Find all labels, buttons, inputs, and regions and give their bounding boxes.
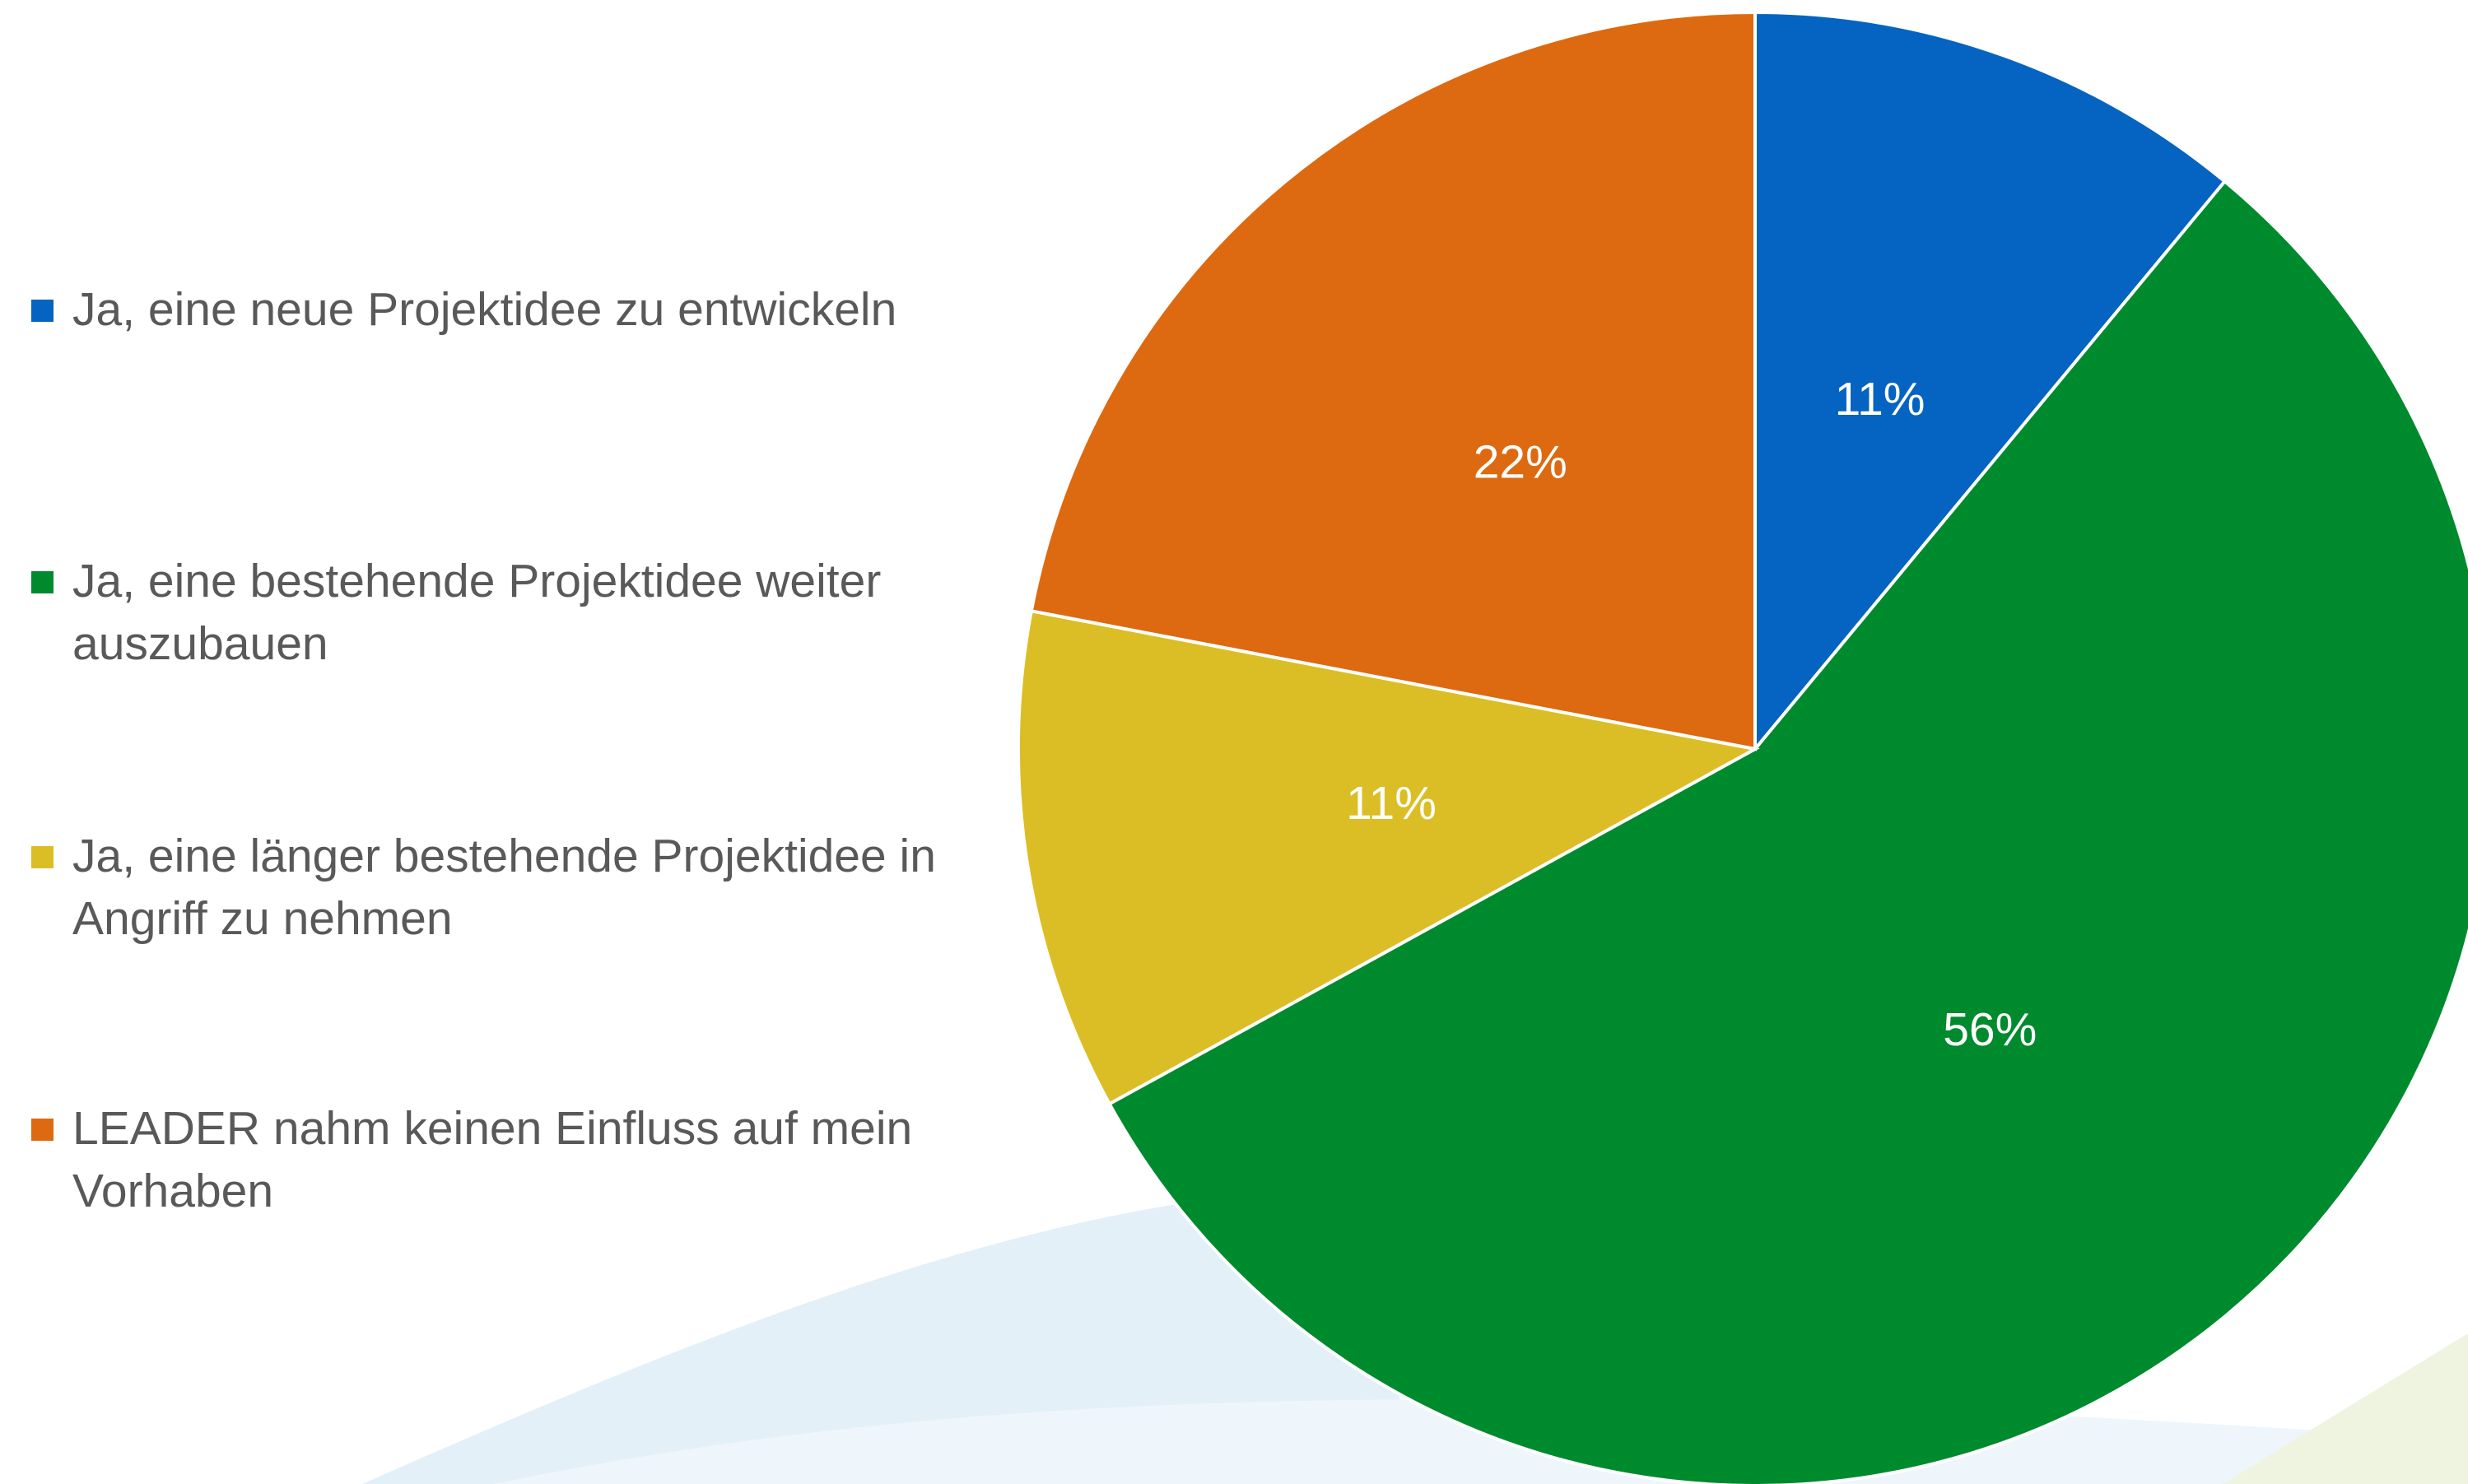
legend-item: Ja, eine neue Projektidee zu entwickeln: [31, 278, 970, 341]
pie-slice: [1029, 10, 1757, 751]
legend-item: Ja, eine länger bestehende Projektidee i…: [31, 825, 970, 950]
pie-slice: [1017, 608, 1760, 1106]
legend-item: Ja, eine bestehende Projektidee weiter a…: [31, 550, 970, 675]
legend-label: Ja, eine länger bestehende Projektidee i…: [72, 830, 936, 945]
legend-item: LEADER nahm keinen Einfluss auf mein Vor…: [31, 1097, 970, 1222]
data-label: 11%: [1835, 373, 1926, 426]
legend-label: Ja, eine neue Projektidee zu entwickeln: [72, 283, 897, 336]
legend-label: Ja, eine bestehende Projektidee weiter a…: [72, 555, 882, 670]
legend-swatch: [31, 571, 54, 593]
background-arc: [2223, 1333, 2468, 1484]
legend-swatch: [31, 846, 54, 868]
pie-slice: [1106, 179, 2468, 1484]
pie-slice: [1753, 10, 2228, 754]
data-label: 11%: [1346, 777, 1437, 830]
legend-label: LEADER nahm keinen Einfluss auf mein Vor…: [72, 1102, 913, 1217]
pie: 11% 56% 11% 22%: [1017, 10, 2468, 1484]
data-label: 56%: [1943, 1003, 2037, 1056]
data-label: 22%: [1474, 435, 1567, 488]
legend-swatch: [31, 1119, 54, 1141]
legend-swatch: [31, 300, 54, 322]
